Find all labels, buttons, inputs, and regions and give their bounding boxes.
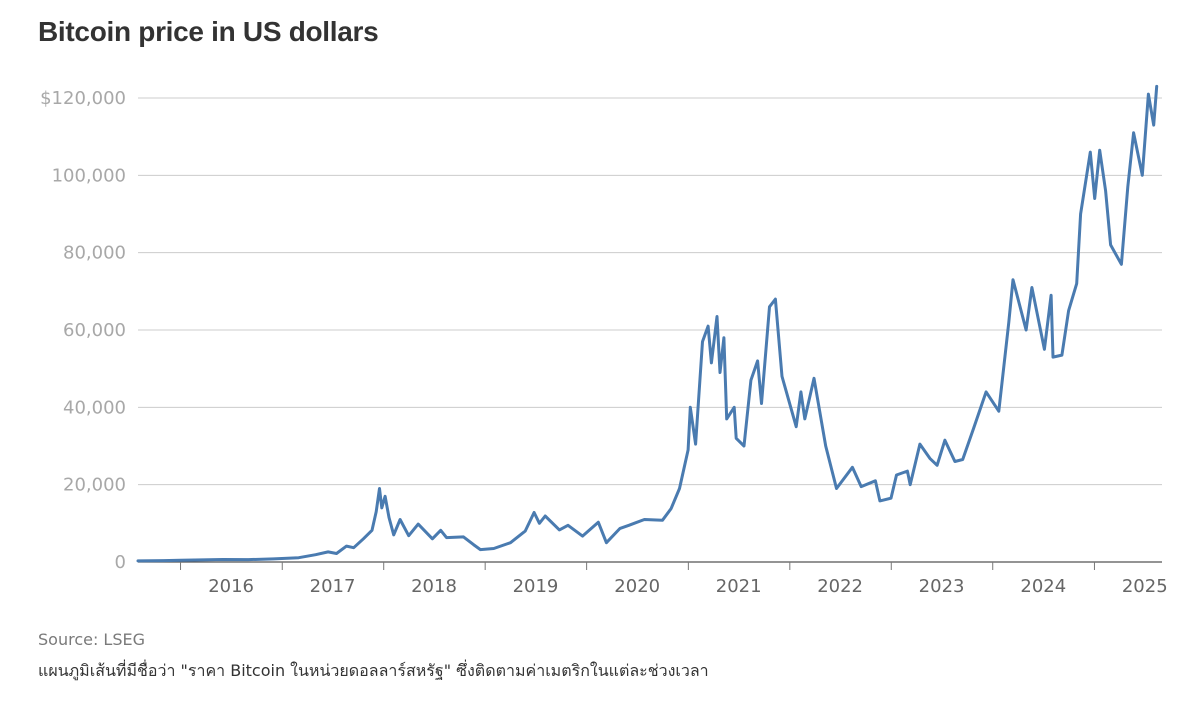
y-tick-label: 60,000 xyxy=(63,320,126,341)
series-layer xyxy=(136,84,1159,563)
x-axis xyxy=(138,561,1162,570)
y-tick-label: 40,000 xyxy=(63,397,126,418)
x-tick-label: 2019 xyxy=(513,576,559,597)
x-tick-label: 2023 xyxy=(919,576,965,597)
x-axis-tick-labels: 2016 2017 2018 2019 2020 2021 2022 2023 2024 2025 xyxy=(208,576,1167,597)
x-tick-label: 2017 xyxy=(310,576,356,597)
x-tick-label: 2016 xyxy=(208,576,254,597)
x-tick-label: 2018 xyxy=(411,576,457,597)
y-tick-label: 20,000 xyxy=(63,475,126,496)
chart-caption: แผนภูมิเส้นที่มีชื่อว่า "ราคา Bitcoin ใน… xyxy=(38,661,709,680)
x-tick-label: 2021 xyxy=(716,576,762,597)
y-tick-label: 0 xyxy=(115,552,126,573)
x-tick-label: 2025 xyxy=(1122,576,1168,597)
x-tick-label: 2024 xyxy=(1020,576,1066,597)
line-chart: 0 20,000 40,000 60,000 80,000 100,000 $120,000… xyxy=(40,84,1168,597)
y-tick-label: 80,000 xyxy=(63,243,126,264)
x-tick-label: 2022 xyxy=(817,576,863,597)
y-tick-label: 100,000 xyxy=(52,165,126,186)
x-tick-label: 2020 xyxy=(614,576,660,597)
y-axis-tick-labels: 0 20,000 40,000 60,000 80,000 100,000 $120,000 xyxy=(40,88,126,573)
source-note: Source: LSEG xyxy=(38,630,146,649)
gridlines xyxy=(138,97,1162,486)
series-line xyxy=(136,84,1159,563)
chart-title: Bitcoin price in US dollars xyxy=(38,16,379,47)
y-tick-label: $120,000 xyxy=(40,88,126,109)
